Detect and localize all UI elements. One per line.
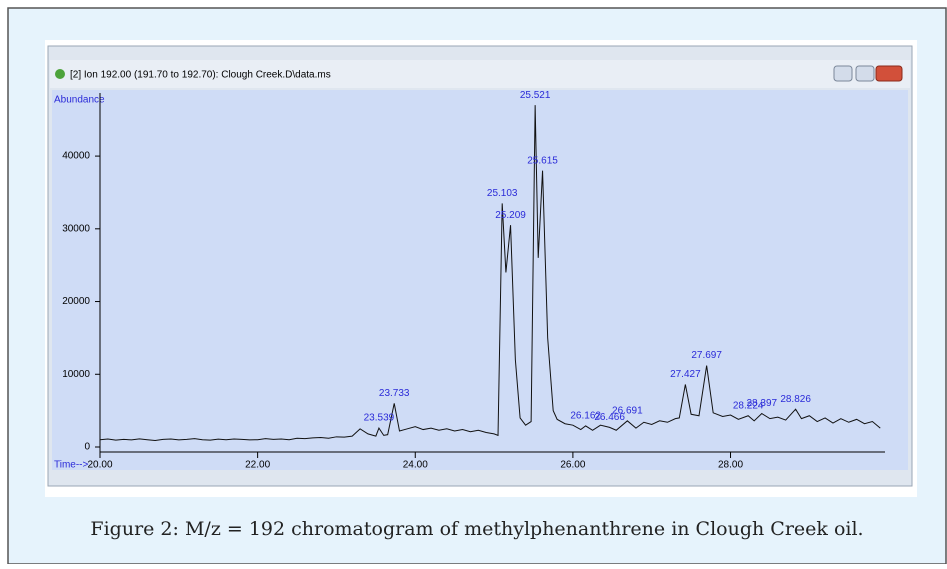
peak-label: 25.615 [527, 155, 558, 166]
caption: Figure 2: M/z = 192 chromatogram of meth… [90, 518, 863, 540]
y-tick-label: 0 [84, 442, 90, 453]
peak-label: 23.733 [379, 388, 410, 399]
peak-label: 28.224 [733, 400, 764, 411]
peak-label: 23.539 [364, 413, 395, 424]
close-button[interactable] [875, 65, 903, 82]
y-tick-label: 20000 [62, 296, 90, 307]
title-bar [50, 60, 910, 88]
y-tick-label: 10000 [62, 369, 90, 380]
y-tick-label: 30000 [62, 223, 90, 234]
window-title: [2] Ion 192.00 (191.70 to 192.70): Cloug… [70, 70, 331, 81]
peak-label: 27.427 [670, 369, 701, 380]
x-tick-label: 28.00 [718, 460, 743, 471]
peak-label: 28.826 [780, 394, 811, 405]
x-tick-label: 22.00 [245, 460, 270, 471]
peak-label: 26.466 [594, 412, 625, 423]
x-tick-label: 24.00 [403, 460, 428, 471]
peak-label: 25.521 [520, 90, 551, 101]
peak-label: 27.697 [691, 350, 722, 361]
x-tick-label: 26.00 [560, 460, 585, 471]
peak-label: 26.691 [612, 405, 643, 416]
peak-label: 26.162 [570, 411, 601, 422]
plot-background [52, 90, 908, 470]
peak-label: 28.397 [747, 398, 778, 409]
chromatogram-line [99, 105, 881, 441]
app-icon [55, 69, 65, 79]
maximize-button[interactable] [855, 65, 875, 82]
peak-label: 25.103 [487, 188, 518, 199]
y-tick-label: 40000 [62, 151, 90, 162]
x-axis-label: Time--> [54, 460, 89, 471]
peak-label: 25.209 [495, 210, 526, 221]
minimize-button[interactable] [833, 65, 853, 82]
x-tick-label: 20.00 [87, 460, 112, 471]
y-axis-label: Abundance [54, 95, 105, 106]
